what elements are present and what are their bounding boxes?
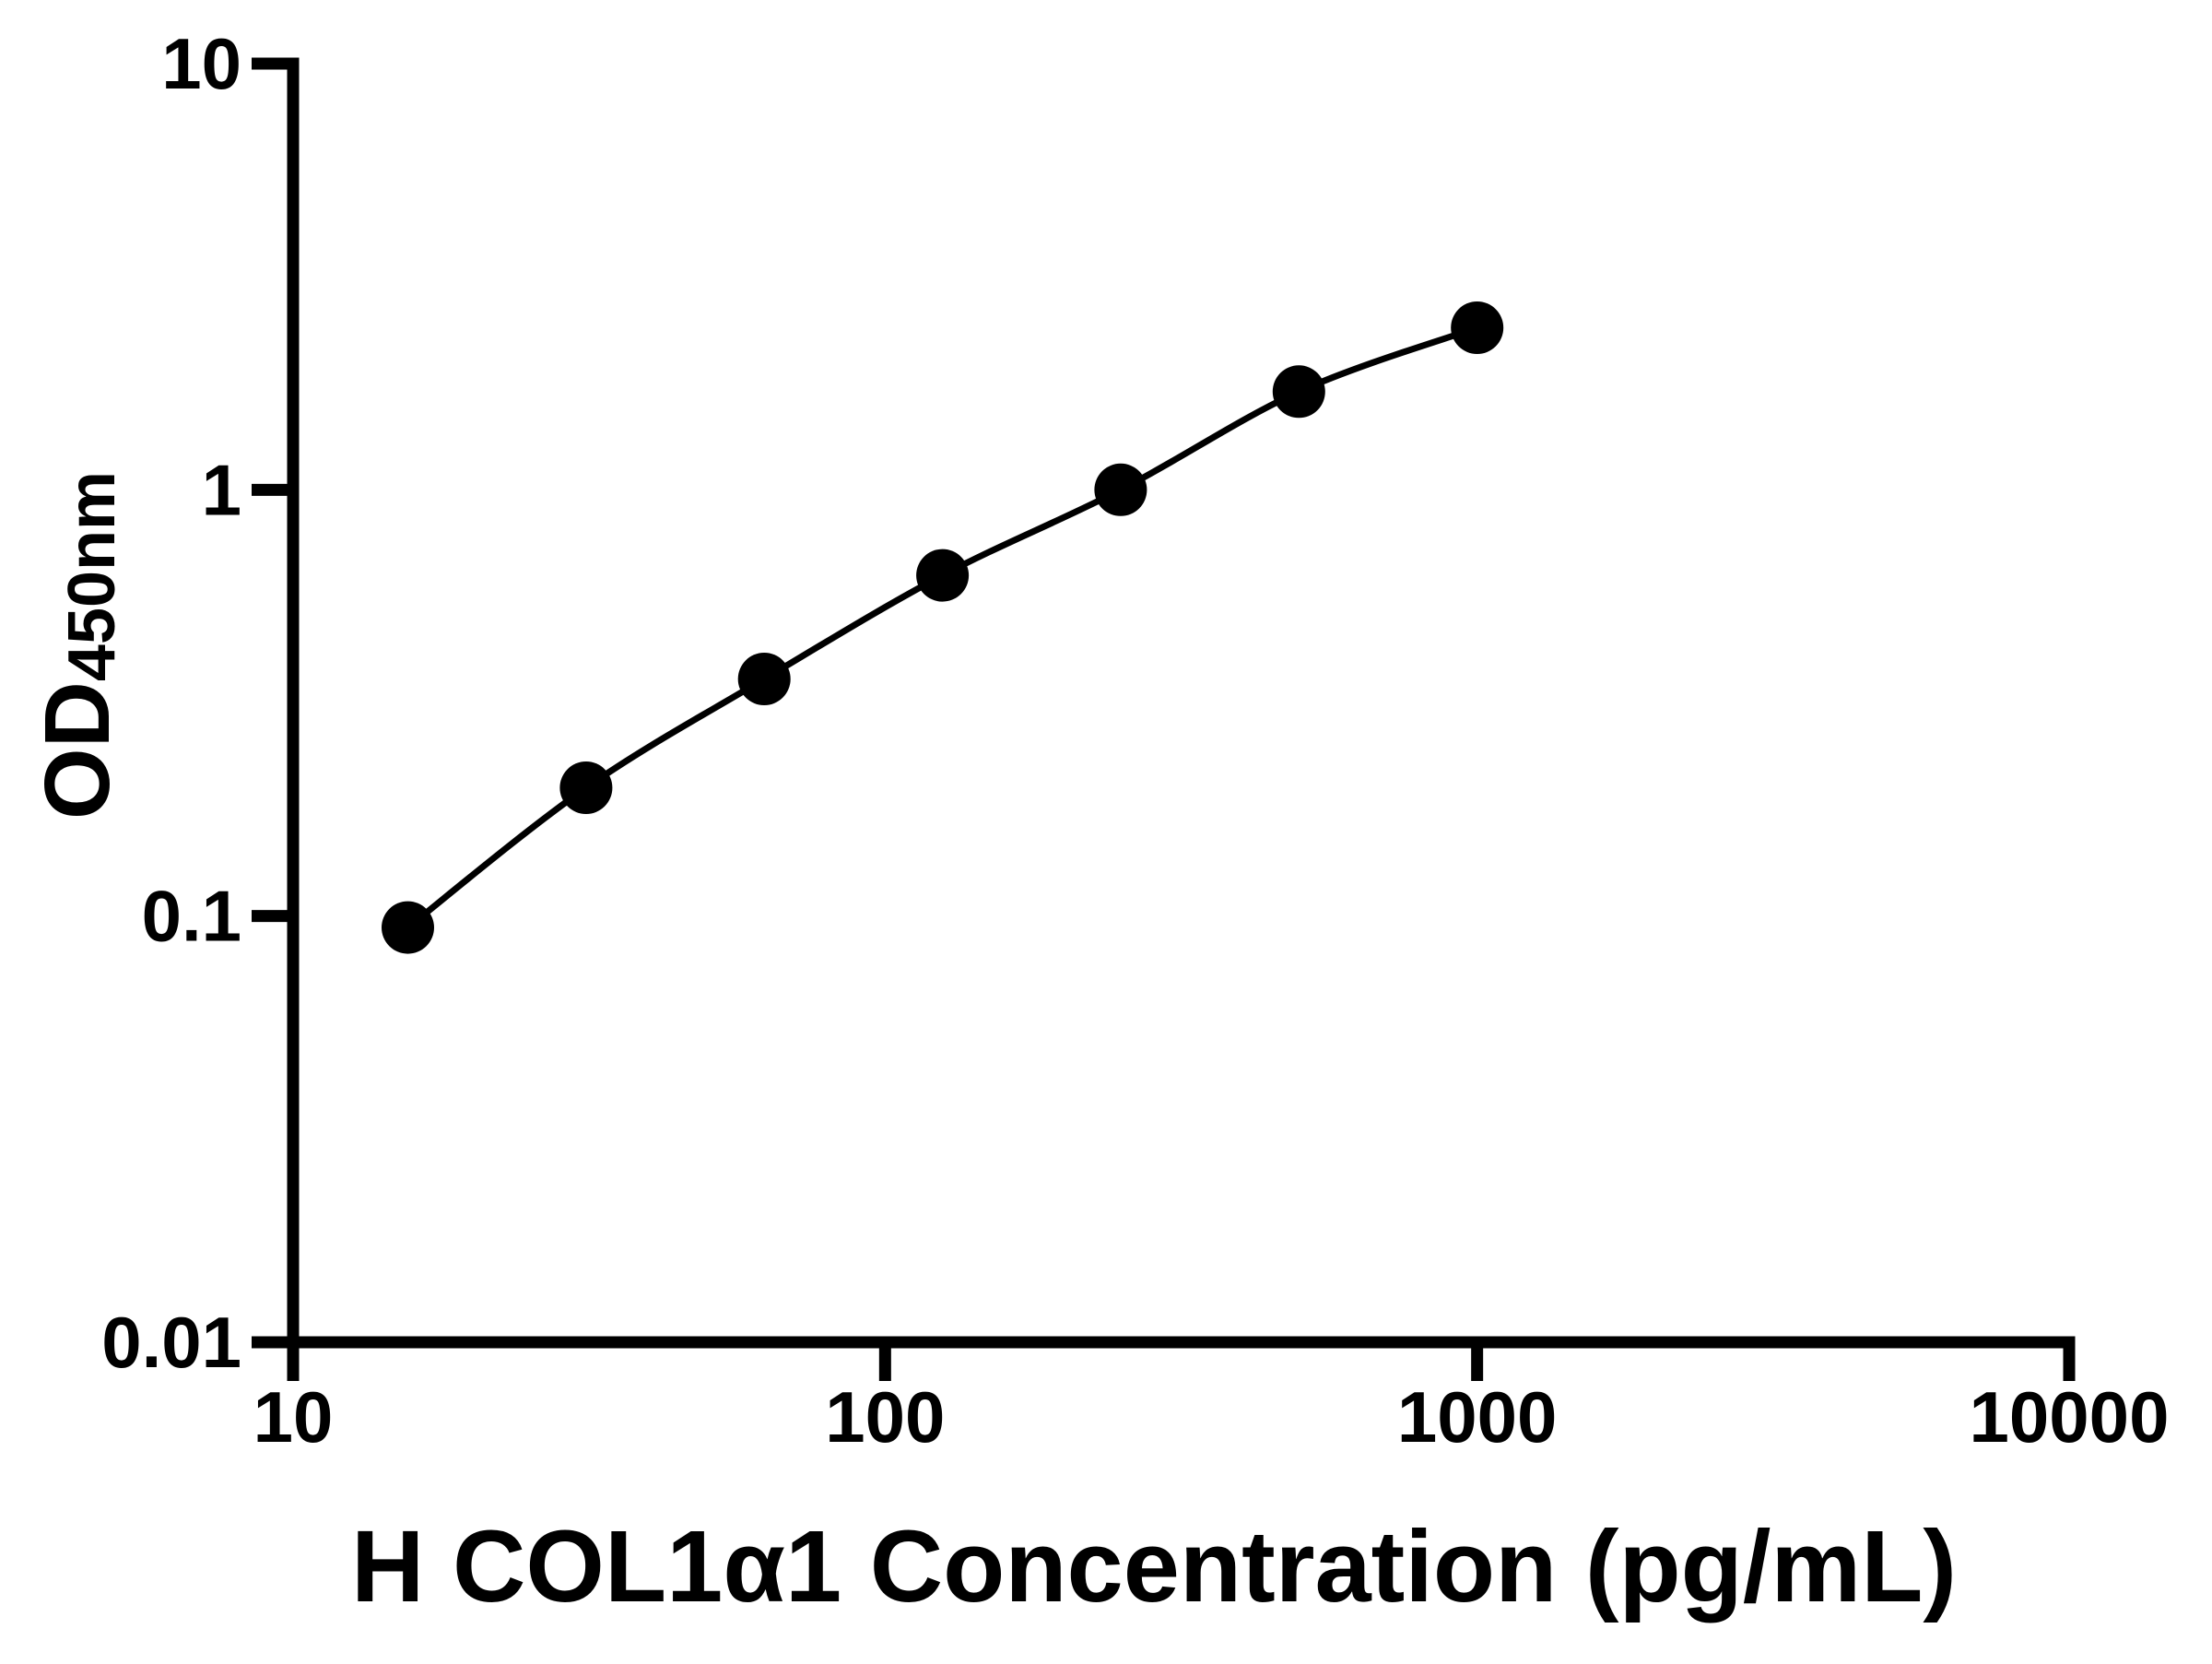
- data-point: [737, 653, 791, 705]
- axes: [252, 57, 2076, 1381]
- fit-curve-group: [406, 325, 1478, 930]
- data-point: [559, 761, 613, 814]
- data-point: [382, 901, 434, 954]
- x-tick-label: 1000: [1397, 1376, 1558, 1457]
- axis-ticks: [252, 57, 2076, 1381]
- data-points-group: [382, 301, 1504, 954]
- data-point: [916, 549, 970, 602]
- y-axis-title-subscript: 450nm: [55, 471, 129, 681]
- y-axis-title: OD450nm: [26, 471, 129, 820]
- y-tick-label: 0.01: [101, 1302, 241, 1383]
- data-point: [1094, 463, 1147, 516]
- x-tick-label: 100: [825, 1376, 945, 1457]
- fit-curve: [406, 325, 1478, 930]
- y-tick-label: 0.1: [142, 876, 241, 957]
- x-tick-label: 10000: [1970, 1376, 2170, 1457]
- x-tick-label: 10: [253, 1376, 334, 1457]
- y-tick-label: 10: [161, 23, 241, 104]
- y-tick-label: 1: [202, 449, 241, 530]
- y-axis-title-main: OD: [26, 681, 129, 820]
- x-axis-title: H COL1α1 Concentration (pg/mL): [351, 1510, 1957, 1623]
- data-point: [1451, 301, 1504, 354]
- data-point: [1272, 365, 1325, 419]
